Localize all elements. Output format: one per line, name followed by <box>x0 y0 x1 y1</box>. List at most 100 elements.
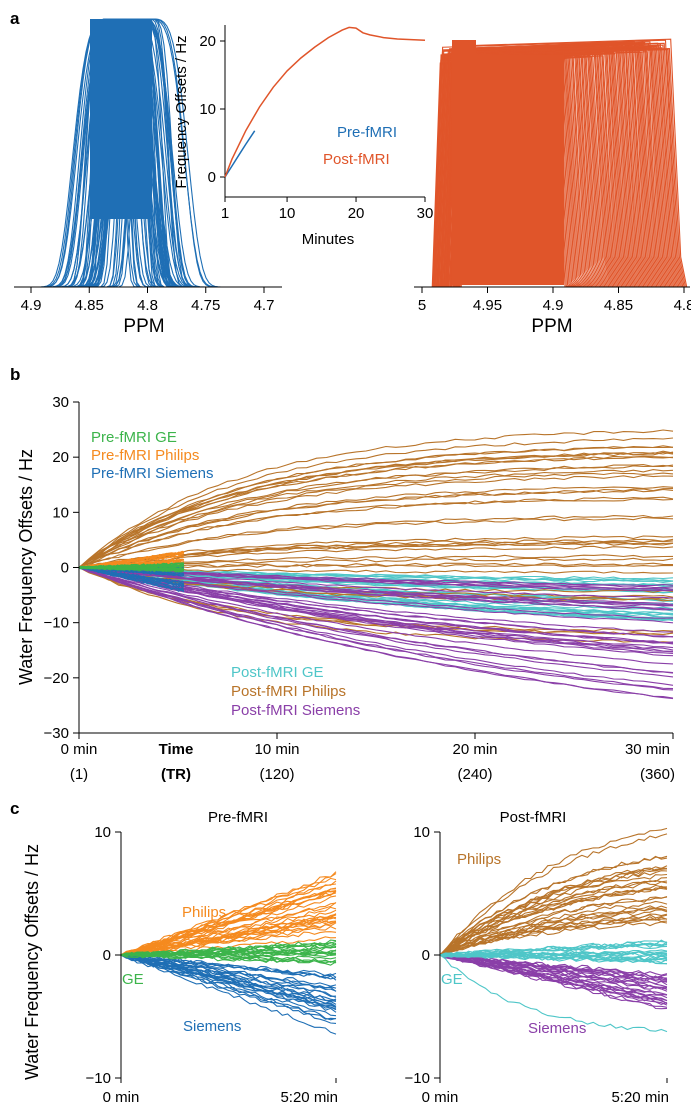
panel-c-right-ticks: 10 0 −10 0 min 5:20 min <box>405 824 669 1106</box>
panel-b-y-tick-label: −10 <box>44 615 69 632</box>
panel-b-x-tick-label: (1) <box>70 766 88 783</box>
panel-c-series-line <box>439 954 668 996</box>
panel-c-left-ticks: 10 0 −10 0 min 5:20 min <box>86 824 338 1106</box>
panel-c-series-line <box>120 954 337 1009</box>
inset-x-tick-label: 20 <box>348 205 365 222</box>
panel-b-legend-post-siemens: Post-fMRI Siemens <box>231 702 360 719</box>
panel-c-right-label-siemens: Siemens <box>528 1020 586 1037</box>
panel-b-series-line <box>78 455 674 568</box>
panel-b-y-tick-label: 10 <box>52 504 69 521</box>
panel-b-series-line <box>78 445 674 568</box>
right-spectrum-fill <box>452 55 564 285</box>
panel-c-series-line <box>439 953 668 980</box>
panel-b-y-tick-label: 20 <box>52 449 69 466</box>
inset-series-line <box>224 26 426 178</box>
panel-b-y-tick-label: 0 <box>61 560 69 577</box>
panel-b-series-line <box>78 464 674 568</box>
inset-x-tick-label: 10 <box>279 205 296 222</box>
panel-b-x-tick-label: 30 min <box>625 741 670 758</box>
right-spectrum <box>431 38 688 288</box>
panel-b-y-tick-label: 30 <box>52 394 69 411</box>
panel-b-series-line <box>78 488 674 569</box>
spectrum-tick-label: 4.9 <box>21 297 42 314</box>
panel-b-series-line <box>78 514 674 569</box>
panel-c-y-tick-label: −10 <box>405 1070 430 1087</box>
right-spectrum-ticks: 5 4.95 4.9 4.85 4.8 <box>418 287 691 314</box>
inset-x-tick-label: 30 <box>417 205 434 222</box>
panel-b-y-tick-label: −30 <box>44 725 69 742</box>
panel-b-series-line <box>78 566 674 653</box>
spectrum-tick-label: 4.8 <box>137 297 158 314</box>
panel-c-series-line <box>439 900 668 956</box>
panel-b-series-line <box>78 498 674 569</box>
left-spectrum-fill <box>90 19 152 219</box>
panel-c-series-line <box>120 954 337 1021</box>
panel-c-left-series <box>120 871 337 1035</box>
panel-b-series-line <box>78 469 674 568</box>
panel-c-series-line <box>439 954 668 1002</box>
panel-b-axis-name-tr: (TR) <box>161 766 191 783</box>
panel-b-series-line <box>78 566 674 690</box>
inset-ticks: 0 10 20 1 10 20 30 <box>199 33 433 222</box>
panel-c-series-line <box>439 873 668 956</box>
panel-c-series-line <box>439 885 668 956</box>
panel-b-y-ticks: 30 20 10 0 −10 −20 −30 <box>44 394 79 742</box>
panel-b-legend-pre-ge: Pre-fMRI GE <box>91 429 177 446</box>
panel-c-y-tick-label: 10 <box>94 824 111 841</box>
panel-c-series-line <box>120 954 337 977</box>
right-spectrum-trace <box>434 39 683 288</box>
panel-c-series-line <box>439 953 668 961</box>
panel-b-x-tick-label: 0 min <box>61 741 98 758</box>
panel-b-legend-post-ge: Post-fMRI GE <box>231 664 324 681</box>
panel-b-series-line <box>78 567 185 587</box>
panel-c-series-line <box>439 954 668 1033</box>
panel-b-series-line <box>78 451 674 568</box>
right-spectrum-fill <box>452 40 476 60</box>
panel-b-series-line <box>78 567 185 592</box>
spectrum-tick-label: 4.9 <box>543 297 564 314</box>
right-spectrum-trace <box>444 38 688 288</box>
panel-b-series <box>78 429 674 700</box>
panel-b-series-line <box>78 566 674 644</box>
left-spectrum-xlabel: PPM <box>123 316 164 337</box>
panel-c-y-tick-label: 0 <box>103 947 111 964</box>
panel-c-series-line <box>439 952 668 962</box>
panel-b-series-line <box>78 486 674 569</box>
panel-b-series-line <box>78 566 674 606</box>
panel-b-x-tick-label: 20 min <box>452 741 497 758</box>
panel-b-x-tick-label: (120) <box>259 766 294 783</box>
panel-c-right-label-ge: GE <box>441 971 463 988</box>
panel-b-x-tick-label: (360) <box>640 766 675 783</box>
panel-c-y-tick-label: −10 <box>86 1070 111 1087</box>
panel-c-label: c <box>10 799 19 818</box>
panel-c-series-line <box>120 887 337 956</box>
panel-c-right-series <box>439 827 668 1033</box>
panel-b-series-line <box>78 542 674 569</box>
panel-c-series-line <box>120 890 337 956</box>
panel-b-series-line <box>78 516 674 569</box>
panel-c-series-line <box>439 887 668 956</box>
panel-b-x-tick-label: (240) <box>457 766 492 783</box>
inset-y-tick-label: 10 <box>199 101 216 118</box>
right-spectrum-xlabel: PPM <box>531 316 572 337</box>
panel-b-series-line <box>78 565 185 570</box>
panel-c-series-line <box>439 916 668 956</box>
panel-b-y-tick-label: −20 <box>44 670 69 687</box>
panel-b-series-line <box>78 551 185 569</box>
panel-c-x-tick-label: 0 min <box>103 1089 140 1106</box>
panel-b-legend-post-philips: Post-fMRI Philips <box>231 683 346 700</box>
panel-b-series-line <box>78 566 674 691</box>
panel-c-series-line <box>120 954 337 1011</box>
panel-c-y-tick-label: 0 <box>422 947 430 964</box>
panel-b-series-line <box>78 562 185 569</box>
inset-chart: 0 10 20 1 10 20 30 Frequency Offsets / Hz Minu… <box>173 25 433 248</box>
panel-c-x-tick-label: 0 min <box>422 1089 459 1106</box>
panel-c-series-line <box>439 881 668 956</box>
panel-c-left-label-siemens: Siemens <box>183 1018 241 1035</box>
inset-y-tick-label: 0 <box>208 169 216 186</box>
panel-c-series-line <box>439 870 668 956</box>
panel-c-series-line <box>120 952 337 958</box>
panel-c-series-line <box>439 905 668 956</box>
panel-c-series-line <box>439 907 668 956</box>
panel-c-series-line <box>120 954 337 992</box>
